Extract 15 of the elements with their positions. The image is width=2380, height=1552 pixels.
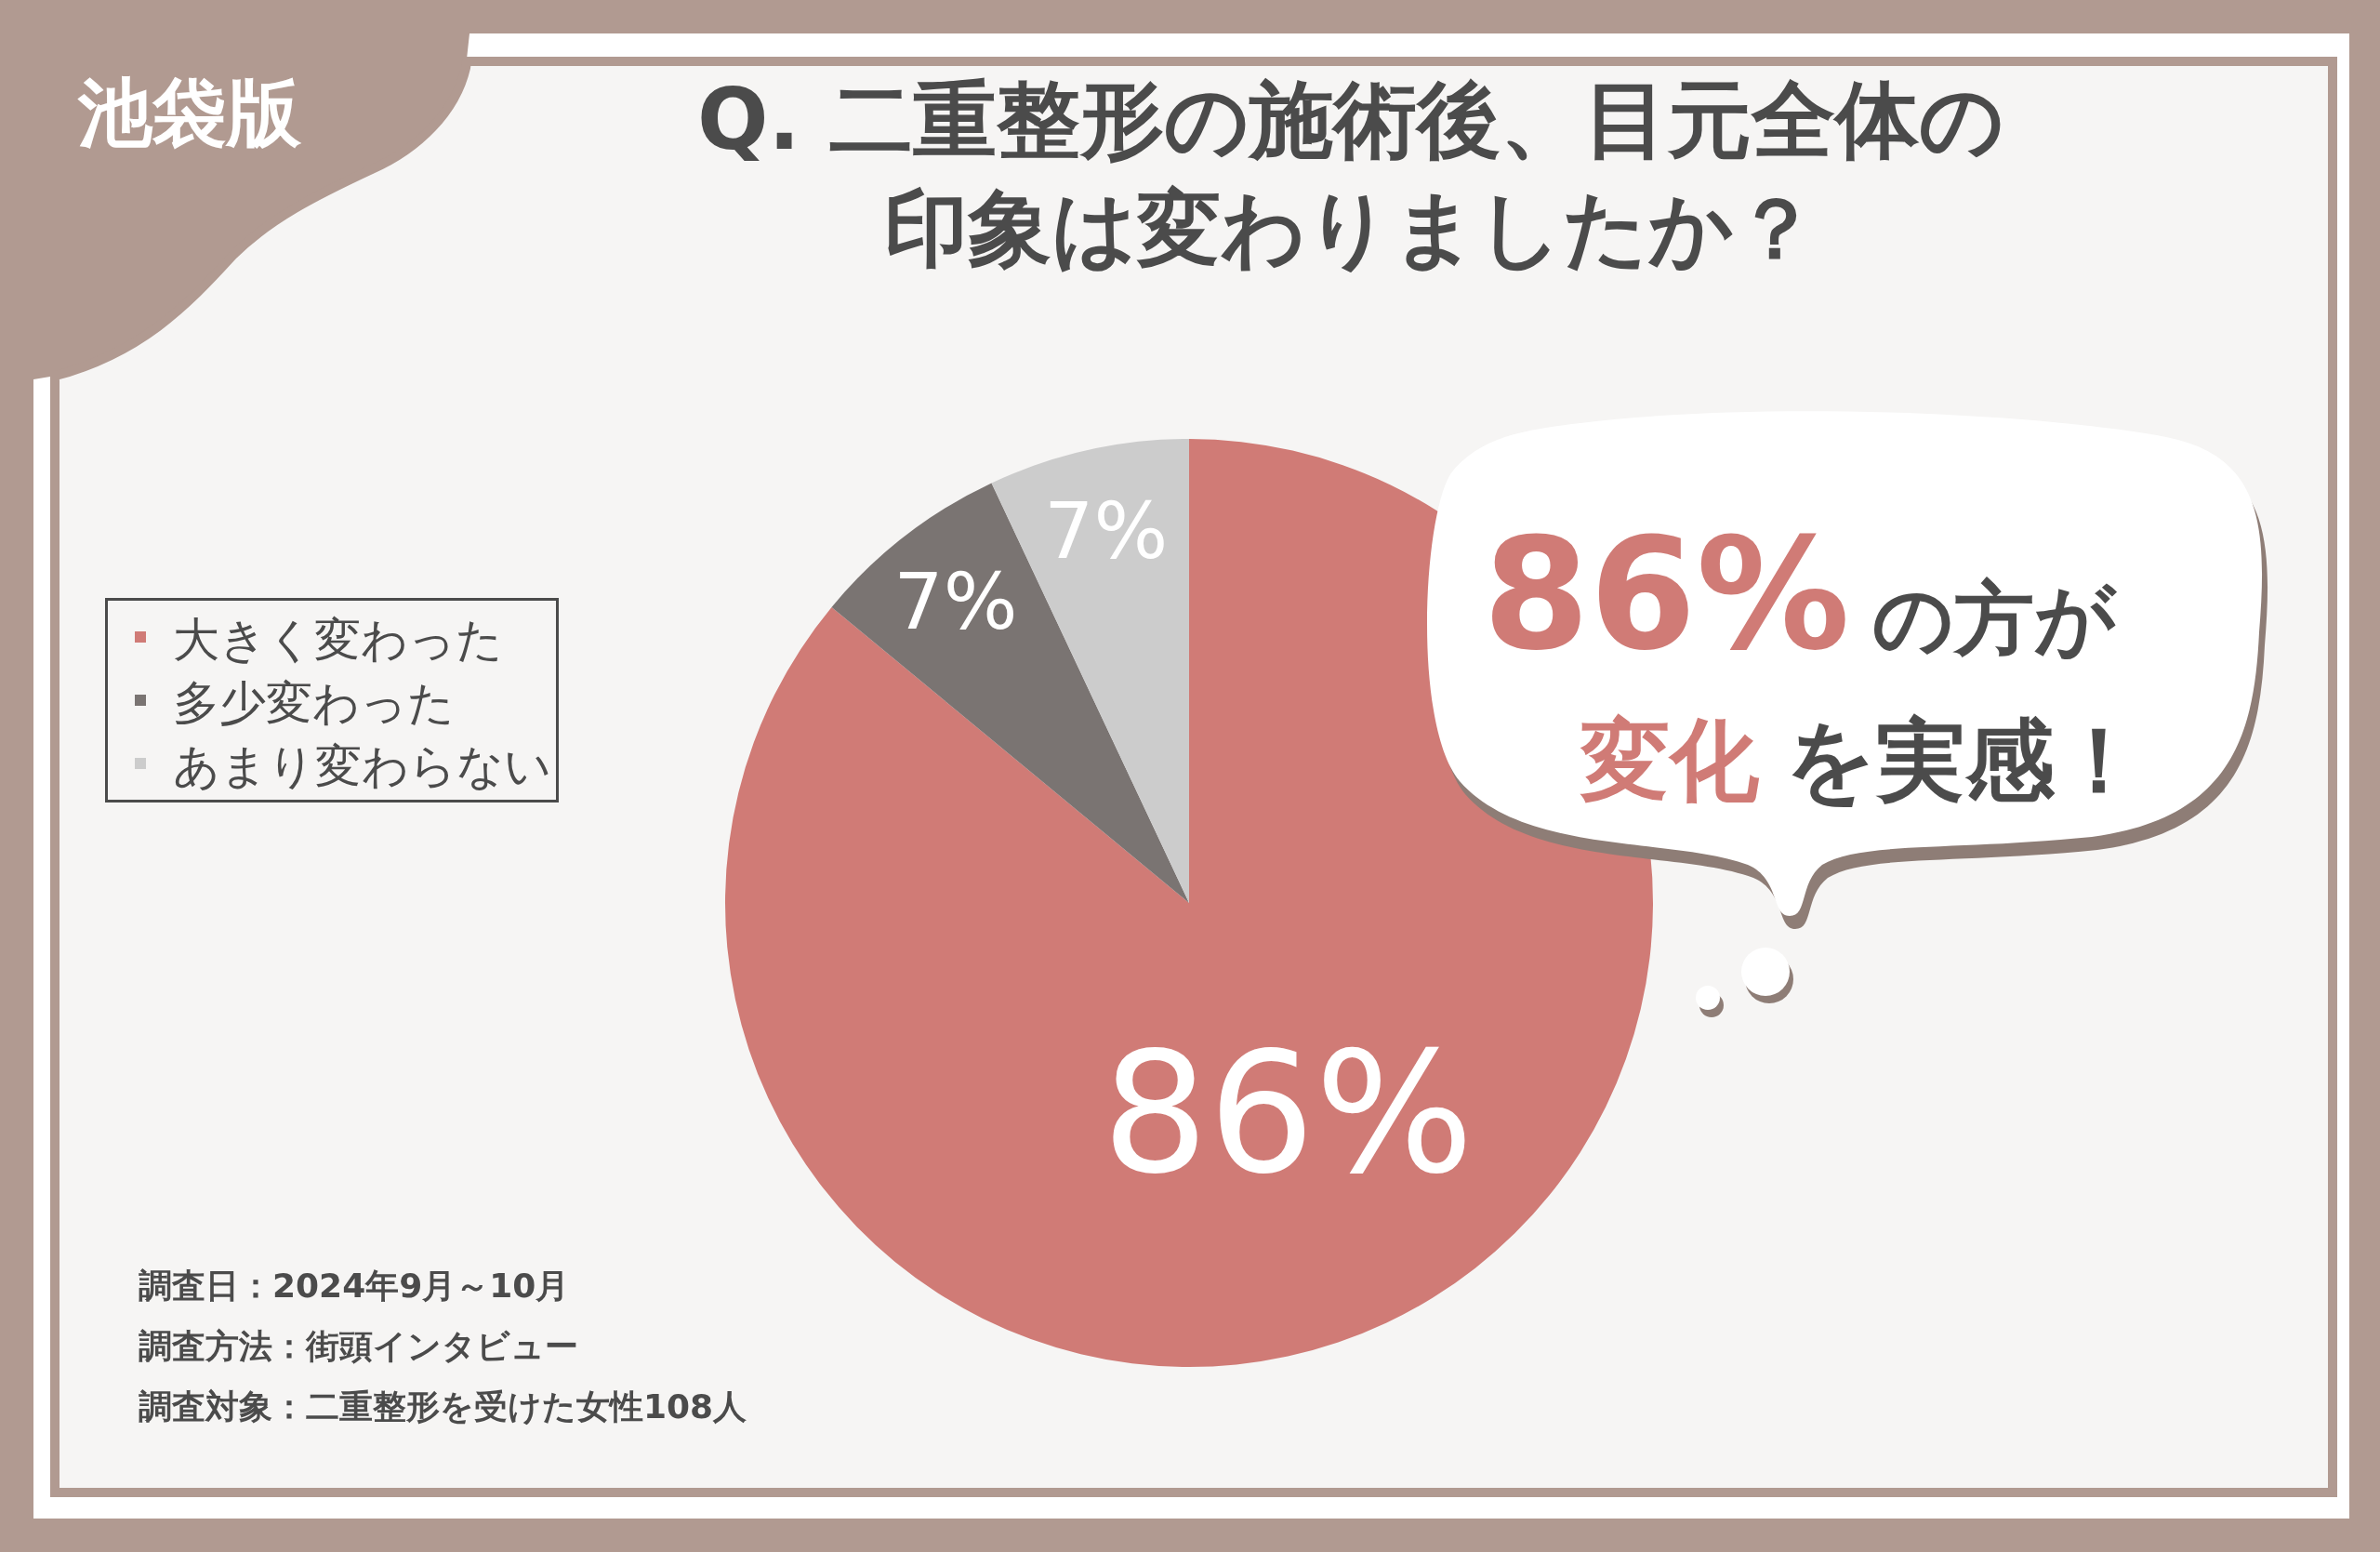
legend-label: 大きく変わった xyxy=(173,612,503,667)
text: 調査日：2024年9月～10月 xyxy=(139,1267,570,1305)
text: 変化 xyxy=(1580,709,1760,813)
legend-label: 多少変わった xyxy=(173,675,455,730)
text: 調査対象：二重整形を受けた女性108人 xyxy=(139,1387,747,1426)
data-label: 86% xyxy=(1102,1015,1474,1211)
text: 池袋版 xyxy=(77,70,302,156)
text: を実感！ xyxy=(1785,709,2144,813)
data-label: 7% xyxy=(893,556,1018,648)
text: の方が xyxy=(1872,572,2118,665)
pie-slice xyxy=(831,483,1189,903)
text: 86% xyxy=(1483,506,1850,684)
legend-label: あまり変わらない xyxy=(173,738,551,793)
chart-title: Q. 二重整形の施術後、目元全体の印象は変わりましたか？ xyxy=(696,71,2005,277)
text: 調査方法：街頭インタビュー xyxy=(139,1327,578,1365)
